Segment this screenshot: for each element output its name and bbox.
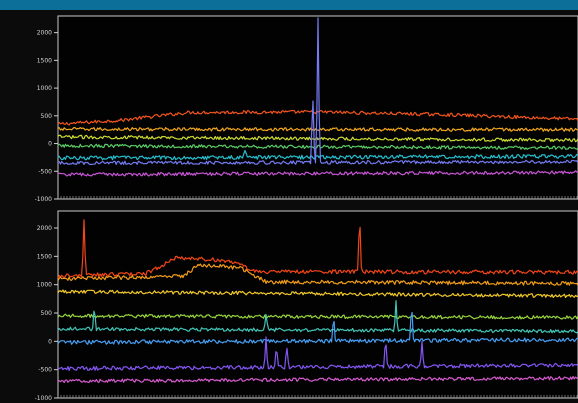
series-line-top-2	[57, 126, 578, 132]
series-line-bottom-8	[57, 376, 578, 384]
series-line-bottom-3	[57, 289, 578, 299]
series-line-bottom-5	[57, 300, 578, 334]
series-line-top-7	[57, 170, 578, 177]
y-tick-label-top: 1000	[37, 85, 52, 92]
series-line-top-4	[57, 143, 578, 150]
y-tick-label-bottom: 1000	[37, 282, 52, 289]
series-line-top-6	[57, 17, 578, 166]
y-tick-label-top: 2000	[37, 30, 52, 37]
y-tick-label-bottom: -500	[38, 367, 52, 374]
y-tick-label-top: -500	[38, 168, 52, 175]
y-tick-label-top: 1500	[37, 57, 52, 64]
series-line-top-3	[57, 134, 578, 143]
series-line-bottom-4	[57, 313, 578, 320]
y-tick-label-top: 500	[41, 113, 53, 120]
series-line-bottom-2	[57, 263, 578, 286]
y-tick-label-bottom: 500	[41, 310, 53, 317]
y-tick-label-top: -1000	[35, 196, 53, 203]
y-tick-label-top: 0	[48, 141, 52, 148]
y-tick-label-bottom: 1500	[37, 253, 52, 260]
y-tick-label-bottom: -1000	[35, 395, 53, 402]
series-line-bottom-6	[57, 311, 578, 345]
series-line-bottom-1	[57, 219, 578, 279]
y-tick-label-bottom: 2000	[37, 225, 52, 232]
series-line-top-1	[57, 109, 578, 126]
y-tick-label-bottom: 0	[48, 338, 52, 345]
x-axis-ticks-top	[57, 196, 578, 199]
series-line-bottom-7	[57, 336, 578, 371]
x-axis-ticks-bottom	[57, 395, 578, 398]
plot-area-bottom	[57, 210, 578, 399]
series-line-top-5	[57, 149, 578, 161]
